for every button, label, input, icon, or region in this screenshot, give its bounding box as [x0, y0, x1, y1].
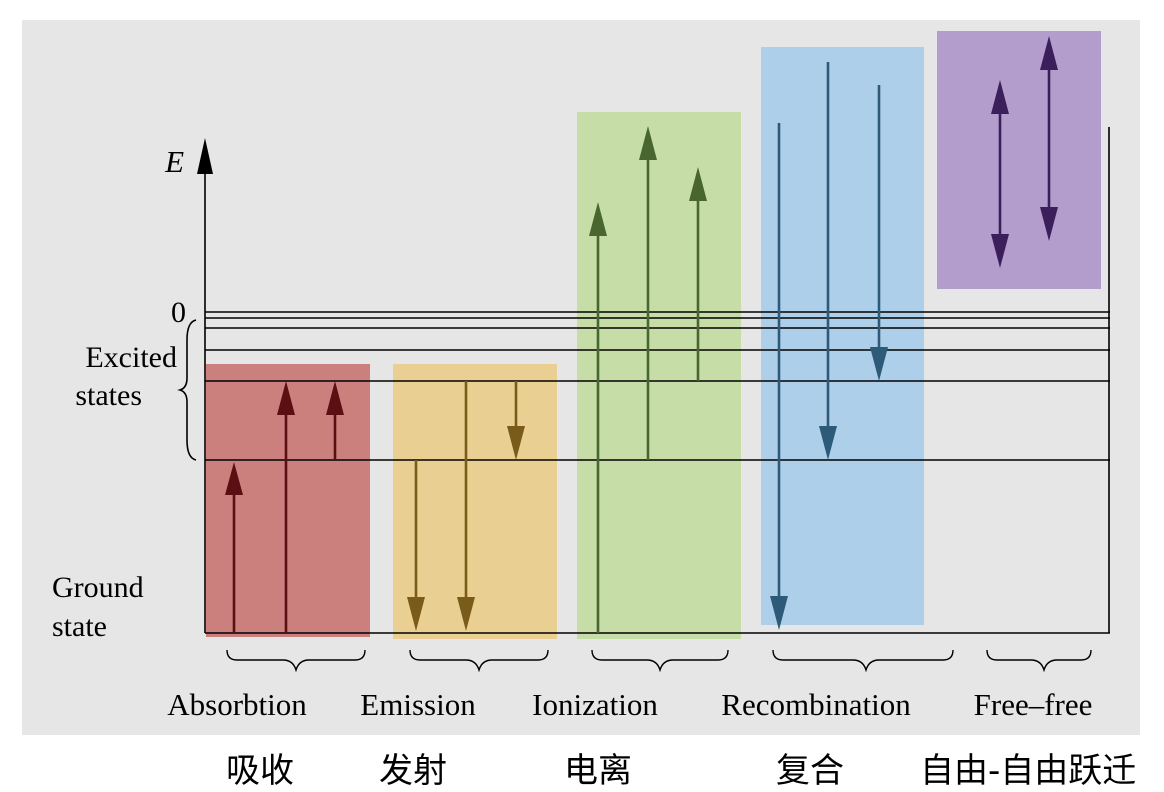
excited-states-label-line2: states [75, 379, 142, 412]
free-free-arrow-head [991, 234, 1009, 268]
ground-state-label-line1: Ground [52, 571, 144, 604]
free-free-arrow-head [1040, 207, 1058, 241]
ionization-arrow-head [639, 126, 657, 160]
ionization-brace [591, 649, 729, 673]
absorption-cn-label: 吸收 [226, 751, 294, 791]
recombination-label: Recombination [721, 687, 911, 722]
energy-axis-arrowhead [197, 138, 213, 174]
ionization-label: Ionization [532, 687, 658, 722]
absorption-arrow-head [326, 381, 344, 415]
free-free-brace [986, 649, 1092, 673]
ionization-arrow-head [689, 167, 707, 201]
emission-arrow-head [457, 597, 475, 631]
ionization-arrow-head [589, 202, 607, 236]
transition-arrows [225, 36, 1058, 633]
ground-state-label-line2: state [52, 610, 107, 643]
absorption-arrow-head [225, 462, 243, 495]
emission-cn-label: 发射 [379, 751, 447, 791]
energy-axis-label: E [164, 144, 184, 179]
ionization-box [577, 112, 741, 639]
absorption-arrow-head [277, 381, 295, 415]
emission-brace [409, 649, 549, 673]
excited-states-label-line1: Excited [85, 341, 177, 374]
excited-states-brace [177, 319, 197, 461]
free-free-arrow-head [991, 80, 1009, 114]
emission-box [393, 364, 557, 639]
recombination-brace [772, 649, 954, 673]
recombination-arrow-head [819, 426, 837, 460]
free-free-arrow-head [1040, 36, 1058, 70]
recombination-arrow-head [870, 347, 888, 381]
recombination-arrow-head [770, 596, 788, 630]
emission-arrow-head [507, 426, 525, 460]
free-free-label: Free–free [974, 687, 1093, 722]
zero-energy-label: 0 [171, 296, 186, 329]
absorption-label: Absorbtion [167, 687, 307, 722]
free-free-cn-label: 自由-自由跃迁 [920, 751, 1137, 791]
recombination-cn-label: 复合 [776, 751, 844, 791]
emission-arrow-head [407, 597, 425, 631]
emission-label: Emission [360, 687, 476, 722]
recombination-box [761, 47, 924, 625]
absorption-brace [226, 649, 366, 673]
ionization-cn-label: 电离 [564, 751, 632, 791]
free-free-box [937, 31, 1101, 289]
